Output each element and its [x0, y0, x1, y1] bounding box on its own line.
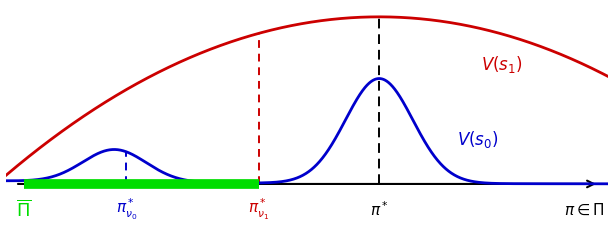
Text: $\pi^*_{\nu_0}$: $\pi^*_{\nu_0}$: [116, 196, 137, 221]
Text: $\pi^*_{\nu_1}$: $\pi^*_{\nu_1}$: [248, 196, 270, 221]
Text: $\pi \in \Pi$: $\pi \in \Pi$: [564, 201, 604, 216]
Text: $\pi^*$: $\pi^*$: [370, 200, 389, 218]
Text: $V(s_0)$: $V(s_0)$: [457, 129, 499, 150]
Text: $V(s_1)$: $V(s_1)$: [481, 54, 523, 75]
Text: $\overline{\Pi}$: $\overline{\Pi}$: [17, 199, 32, 219]
